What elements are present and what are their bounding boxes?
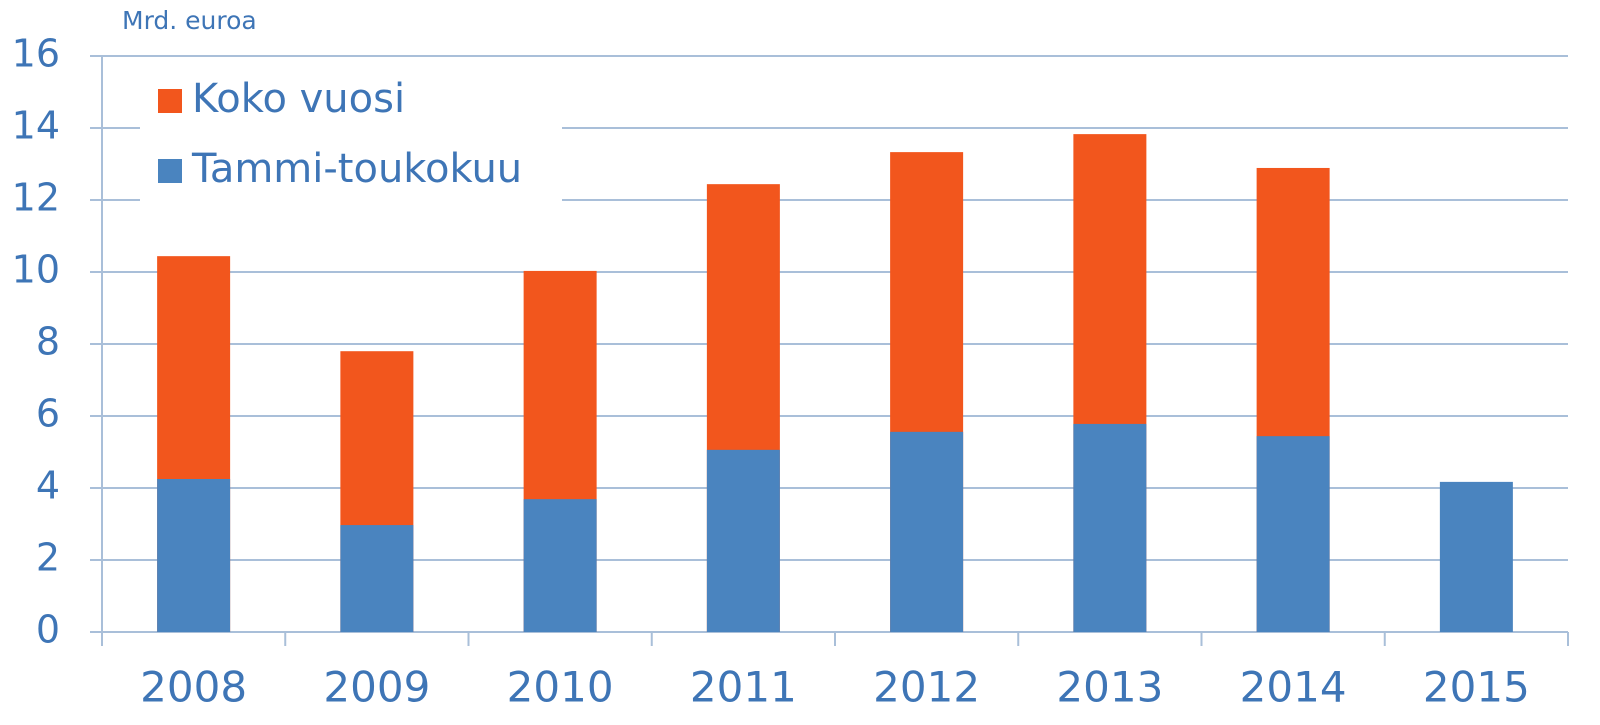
- x-tick-label: 2013: [1056, 663, 1163, 712]
- legend-swatch: [158, 89, 182, 113]
- y-tick-label: 8: [36, 320, 60, 364]
- bar: [890, 431, 964, 632]
- legend-label: Koko vuosi: [192, 76, 405, 122]
- bar: [340, 525, 414, 632]
- bar: [706, 449, 780, 632]
- y-tick-label: 16: [12, 32, 60, 76]
- legend-label: Tammi-toukokuu: [191, 146, 522, 192]
- x-tick-label: 2012: [873, 663, 980, 712]
- legend: Koko vuosi Tammi-toukokuu: [140, 68, 562, 216]
- y-tick-label: 6: [36, 392, 60, 436]
- y-tick-label: 4: [36, 464, 60, 508]
- x-tick-label: 2015: [1423, 663, 1530, 712]
- x-tick-label: 2011: [690, 663, 797, 712]
- bar: [1439, 481, 1513, 632]
- legend-box: [140, 68, 562, 216]
- y-tick-label: 0: [36, 608, 60, 652]
- y-tick-label: 14: [12, 104, 60, 148]
- x-tick-label: 2008: [140, 663, 247, 712]
- bar: [157, 479, 231, 632]
- unit-label: Mrd. euroa: [122, 6, 257, 35]
- y-tick-label: 12: [12, 176, 60, 220]
- x-tick-label: 2009: [323, 663, 430, 712]
- x-tick-label: 2014: [1240, 663, 1347, 712]
- x-tick-label: 2010: [507, 663, 614, 712]
- y-tick-label: 10: [12, 248, 60, 292]
- legend-swatch: [158, 159, 182, 183]
- bar: [523, 499, 597, 632]
- bar: [1073, 423, 1147, 632]
- y-tick-label: 2: [36, 536, 60, 580]
- bar: [1256, 436, 1330, 632]
